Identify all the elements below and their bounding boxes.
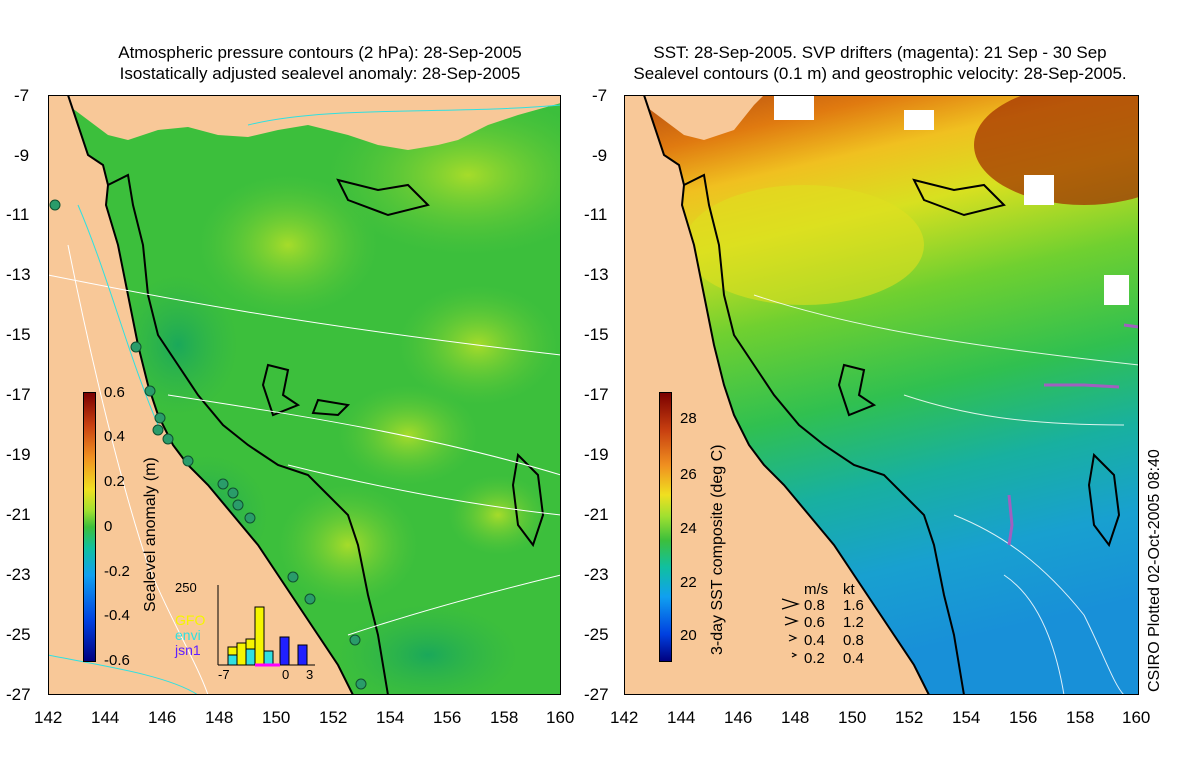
left-lat-tick: -27 xyxy=(6,685,31,704)
left-title-line2: Isostatically adjusted sealevel anomaly:… xyxy=(119,64,521,83)
left-lon-tick: 148 xyxy=(205,708,234,727)
velocity-legend-header-ms: m/s xyxy=(804,581,829,598)
right-colorbar-tick: 26 xyxy=(680,466,697,483)
right-lat-tick: -21 xyxy=(584,505,609,524)
inset-legend-gfo: GFO xyxy=(175,612,206,628)
right-lat-tick: -7 xyxy=(592,86,608,105)
left-colorbar-tick: -0.2 xyxy=(104,563,130,580)
right-map-sst xyxy=(624,95,1139,695)
inset-legend-envi: envi xyxy=(175,627,201,643)
reef-edge xyxy=(107,173,389,695)
right-lat-tick: -9 xyxy=(592,146,608,165)
left-lon-tick: 154 xyxy=(376,708,405,727)
left-lat-tick: -9 xyxy=(14,146,30,165)
right-colorbar-tick: 22 xyxy=(680,574,697,591)
left-lon-tick: 156 xyxy=(433,708,462,727)
inset-xtick: 3 xyxy=(306,667,314,682)
right-lon-tick: 158 xyxy=(1066,708,1095,727)
png-land xyxy=(48,95,561,150)
velocity-legend-kt: 1.2 xyxy=(843,614,864,631)
sealevel-contours xyxy=(753,294,1139,695)
inset-histogram xyxy=(200,585,320,685)
drifter-tracks xyxy=(1007,323,1139,546)
right-title-line2: Sealevel contours (0.1 m) and geostrophi… xyxy=(633,64,1127,83)
right-lon-tick: 152 xyxy=(895,708,924,727)
right-lat-tick: -25 xyxy=(584,625,609,644)
left-lon-tick: 146 xyxy=(148,708,177,727)
pressure-contour xyxy=(48,274,561,356)
velocity-legend-header-kt: kt xyxy=(843,581,855,598)
inset-ymax: 250 xyxy=(175,580,197,595)
png-land xyxy=(624,95,764,140)
left-map-sea-level-anomaly xyxy=(48,95,561,695)
right-colorbar-tick: 20 xyxy=(680,627,697,644)
right-lat-tick: -13 xyxy=(584,265,609,284)
inset-legend-jsn1: jsn1 xyxy=(175,642,201,658)
right-lon-tick: 156 xyxy=(1009,708,1038,727)
inset-xtick: -7 xyxy=(218,667,230,682)
left-lat-tick: -17 xyxy=(6,385,31,404)
right-lon-tick: 148 xyxy=(781,708,810,727)
velocity-legend-kt: 0.4 xyxy=(843,650,864,667)
australia-land xyxy=(624,95,929,695)
velocity-legend-ms: 0.6 xyxy=(804,614,825,631)
left-map-frame xyxy=(48,95,561,695)
velocity-legend-kt: 0.8 xyxy=(843,632,864,649)
left-lat-tick: -15 xyxy=(6,325,31,344)
left-colorbar-tick: -0.6 xyxy=(104,652,130,669)
left-lon-tick: 152 xyxy=(319,708,348,727)
left-title-line1: Atmospheric pressure contours (2 hPa): 2… xyxy=(118,43,522,62)
cloud-gaps xyxy=(774,95,1129,305)
left-lat-tick: -13 xyxy=(6,265,31,284)
right-colorbar-tick: 28 xyxy=(680,410,697,427)
left-colorbar-tick: 0.2 xyxy=(104,473,125,490)
left-lat-tick: -11 xyxy=(6,205,30,224)
right-lat-tick: -11 xyxy=(584,205,608,224)
left-lon-tick: 142 xyxy=(34,708,63,727)
australia-land xyxy=(48,95,353,695)
velocity-legend-ms: 0.8 xyxy=(804,597,825,614)
right-lat-tick: -15 xyxy=(584,325,609,344)
right-title-line1: SST: 28-Sep-2005. SVP drifters (magenta)… xyxy=(653,43,1107,62)
left-colorbar-tick: 0 xyxy=(104,518,113,535)
velocity-legend-kt: 1.6 xyxy=(843,597,864,614)
left-lon-tick: 144 xyxy=(91,708,120,727)
right-lon-tick: 160 xyxy=(1122,708,1151,727)
velocity-legend-arrows xyxy=(781,598,801,658)
right-colorbar xyxy=(659,392,672,662)
left-colorbar-label: Sealevel anomaly (m) xyxy=(142,457,159,612)
right-lon-tick: 142 xyxy=(610,708,639,727)
inset-xtick: 0 xyxy=(282,667,290,682)
left-colorbar-tick: -0.4 xyxy=(104,607,130,624)
right-lat-tick: -27 xyxy=(584,685,609,704)
velocity-legend-ms: 0.4 xyxy=(804,632,825,649)
tide-gauge-markers xyxy=(49,199,367,690)
left-lon-tick: 150 xyxy=(262,708,291,727)
right-lat-tick: -19 xyxy=(584,445,609,464)
left-lat-tick: -23 xyxy=(6,565,31,584)
left-lat-tick: -21 xyxy=(6,505,31,524)
right-lat-tick: -17 xyxy=(584,385,609,404)
left-colorbar-tick: 0.6 xyxy=(104,384,125,401)
right-lon-tick: 150 xyxy=(838,708,867,727)
left-lat-tick: -25 xyxy=(6,625,31,644)
right-lon-tick: 144 xyxy=(667,708,696,727)
left-lon-tick: 160 xyxy=(546,708,575,727)
right-colorbar-tick: 24 xyxy=(680,520,697,537)
right-lon-tick: 146 xyxy=(724,708,753,727)
left-lat-tick: -7 xyxy=(14,86,30,105)
right-map-frame xyxy=(624,95,1139,695)
right-colorbar-label: 3-day SST composite (deg C) xyxy=(709,444,726,655)
right-lon-tick: 154 xyxy=(952,708,981,727)
right-lat-tick: -23 xyxy=(584,565,609,584)
left-colorbar-tick: 0.4 xyxy=(104,428,125,445)
velocity-legend-ms: 0.2 xyxy=(804,650,825,667)
left-colorbar xyxy=(83,392,96,662)
left-lat-tick: -19 xyxy=(6,445,31,464)
left-lon-tick: 158 xyxy=(490,708,519,727)
plot-credit: CSIRO Plotted 02-Oct-2005 08:40 xyxy=(1146,449,1163,692)
